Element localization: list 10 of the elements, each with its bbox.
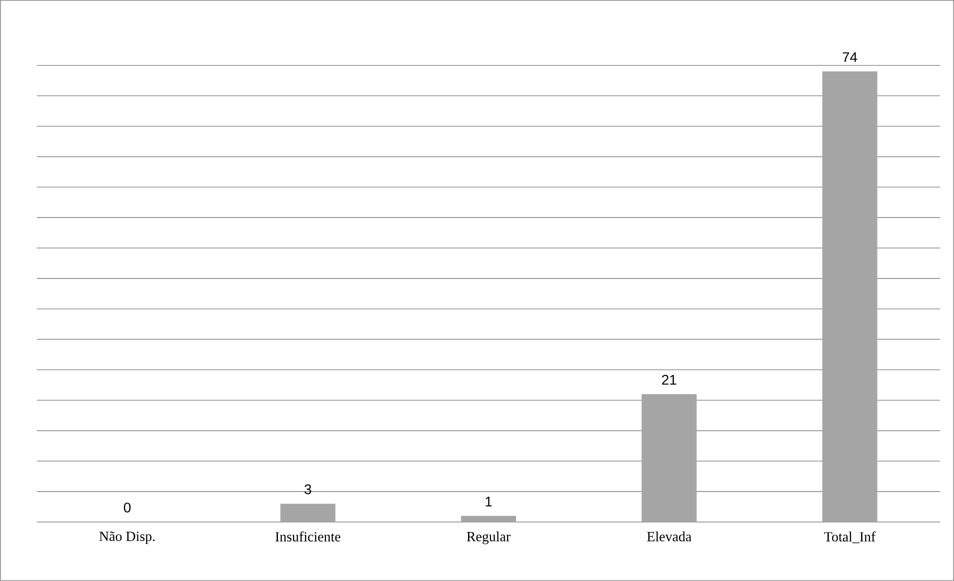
x-tick-label: Regular <box>466 532 510 544</box>
data-label: 0 <box>124 502 131 513</box>
x-tick-label: Não Disp. <box>99 532 155 544</box>
data-label: 21 <box>662 374 676 385</box>
data-label: 3 <box>304 484 312 494</box>
data-label: 74 <box>842 52 858 62</box>
x-tick-label: Total_Inf <box>824 532 876 544</box>
x-tick-label: Elevada <box>647 532 692 542</box>
x-tick-label: Insuficiente <box>275 532 340 542</box>
data-label: 1 <box>486 496 492 506</box>
